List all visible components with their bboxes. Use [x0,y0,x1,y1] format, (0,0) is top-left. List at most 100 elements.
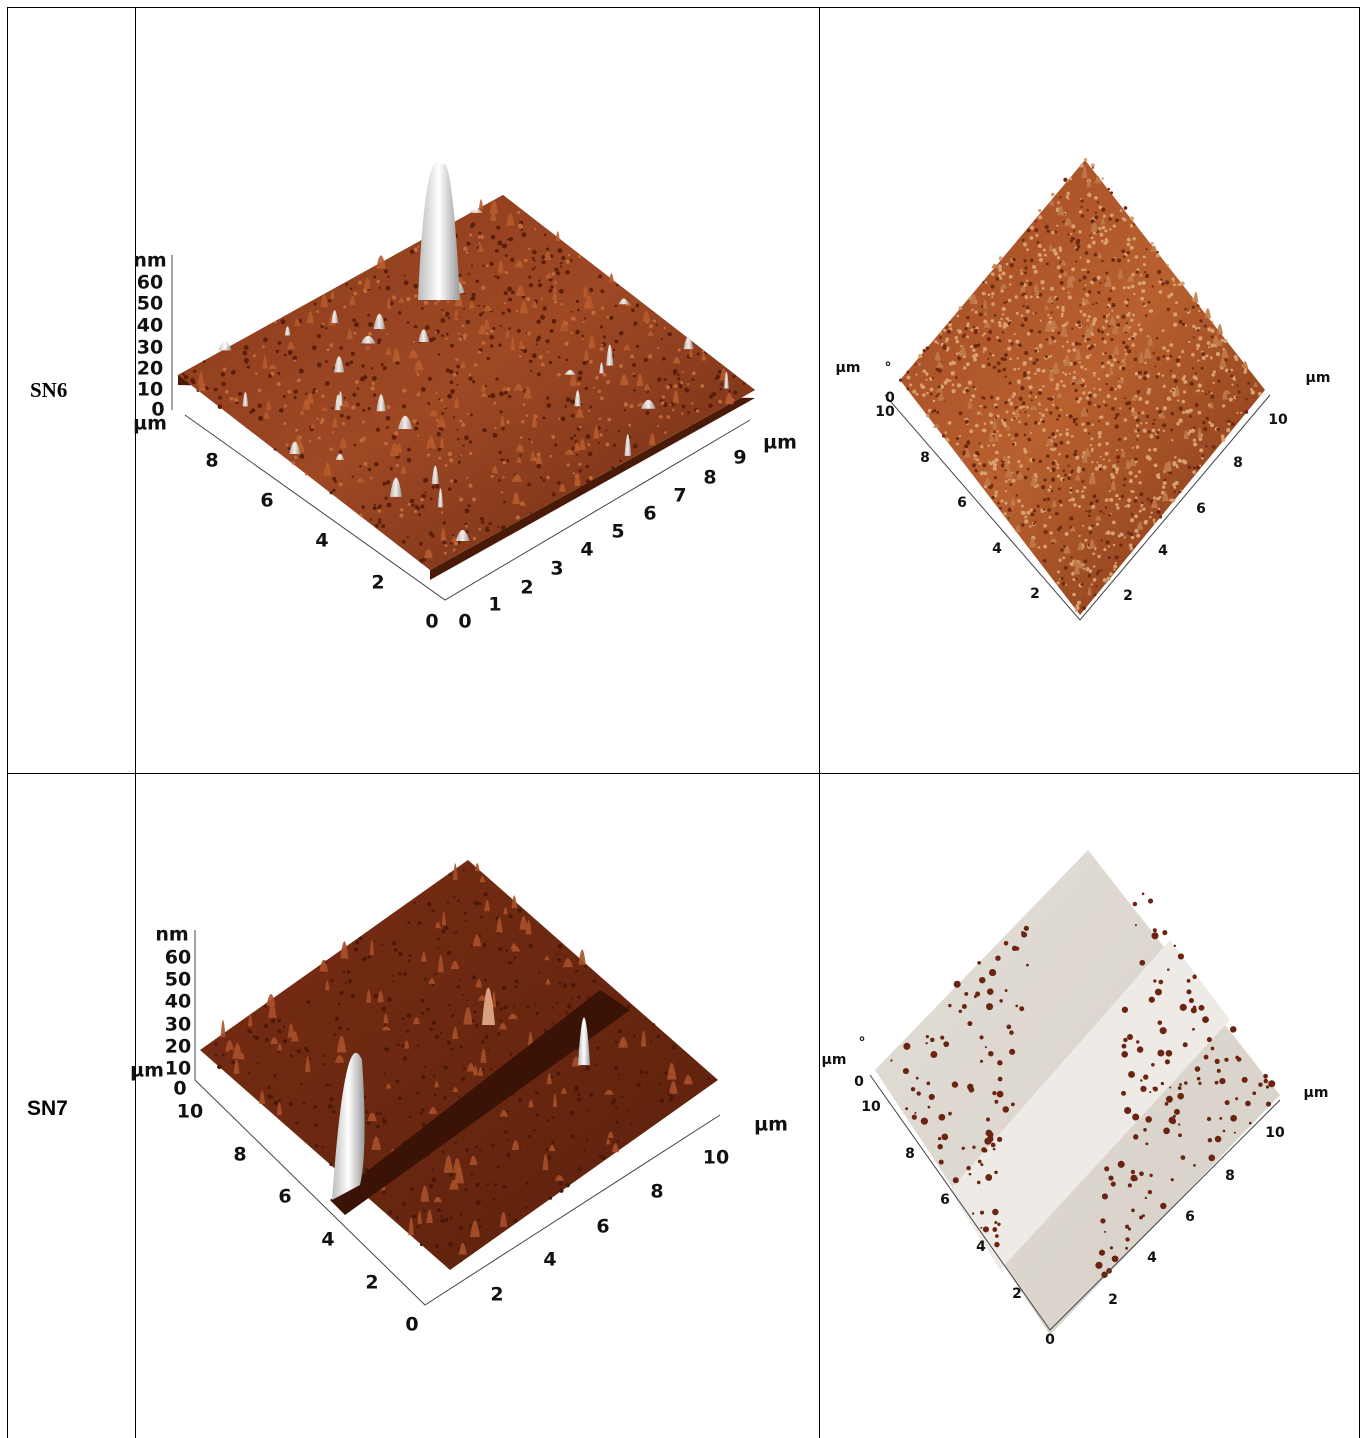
surface-grain [1122,1044,1127,1049]
surface-grain [558,418,560,420]
surface-grain [1130,518,1134,522]
surface-grain [1075,578,1077,580]
surface-grain [288,447,291,450]
surface-grain [1144,520,1148,524]
surface-grain [1140,274,1142,276]
surface-grain [294,389,298,393]
surface-grain [1128,1227,1131,1230]
surface-peak [511,895,517,908]
surface-grain [971,394,975,398]
surface-grain [274,1101,279,1106]
surface-grain [1234,1132,1236,1134]
surface-grain [989,353,991,355]
surface-grain [354,292,358,296]
surface-grain [1004,375,1006,377]
surface-grain [1124,206,1128,210]
surface-grain [1098,464,1102,468]
surface-grain [1075,342,1079,346]
surface-grain [987,358,989,360]
surface-grain [1018,421,1021,424]
surface-grain [1123,484,1126,487]
surface-grain [472,497,476,501]
surface-grain [1153,519,1156,522]
surface-grain [346,416,350,420]
surface-grain [374,462,378,466]
surface-grain [464,435,469,440]
surface-grain [1139,328,1143,332]
surface-grain [427,402,430,405]
surface-grain [577,309,579,311]
surface-grain [384,442,388,446]
surface-peak [221,1020,226,1037]
surface-grain [1092,241,1096,245]
surface-grain [1138,412,1140,414]
surface-grain [672,409,675,412]
axis-label: 8 [233,1144,246,1166]
surface-grain [565,1183,570,1188]
surface-grain [1012,392,1016,396]
surface-grain [560,262,563,265]
surface-grain [626,1109,628,1111]
surface-grain [521,420,525,424]
surface-grain [1134,475,1137,478]
surface-grain [972,1212,974,1214]
surface-grain [474,363,477,366]
surface-grain [1115,219,1119,223]
surface-grain [949,321,951,323]
surface-grain [952,1081,958,1087]
surface-grain [265,1038,269,1042]
surface-grain [1081,214,1084,217]
surface-grain [1097,555,1100,558]
surface-grain [283,1026,285,1028]
surface-grain [1139,1171,1144,1176]
surface-grain [504,1006,507,1009]
surface-grain [1036,368,1040,372]
surface-grain [1146,415,1149,418]
surface-grain [462,869,464,871]
surface-grain [247,365,250,368]
surface-grain [1096,573,1099,576]
surface-grain [570,1111,575,1116]
surface-grain [515,979,519,983]
surface-grain [1075,260,1077,262]
surface-grain [420,498,424,502]
surface-grain [278,1029,282,1033]
surface-grain [1160,1027,1167,1034]
surface-grain [1115,388,1117,390]
surface-grain [1010,263,1014,267]
surface-grain [1193,438,1196,441]
surface-grain [352,318,356,322]
surface-grain [325,360,328,363]
surface-grain [969,1087,975,1093]
surface-grain [1163,406,1167,410]
surface-grain [1005,490,1007,492]
surface-grain [1240,412,1242,414]
surface-grain [1140,422,1142,424]
surface-grain [1204,325,1207,328]
surface-grain [1182,323,1185,326]
surface-grain [360,377,365,382]
surface-grain [332,1105,334,1107]
surface-grain [409,954,412,957]
surface-grain [492,1198,495,1201]
surface-grain [1082,391,1085,394]
surface-grain [1157,1050,1164,1057]
surface-grain [578,463,581,466]
surface-grain [1169,498,1172,501]
surface-grain [1008,508,1012,512]
surface-grain [525,1206,528,1209]
surface-grain [1103,512,1105,514]
surface-grain [1105,442,1108,445]
surface-grain [1009,1030,1014,1035]
surface-grain [532,250,536,254]
surface-grain [274,321,277,324]
surface-grain [1002,307,1006,311]
surface-grain [981,1147,986,1152]
surface-grain [1030,432,1032,434]
surface-grain [579,469,582,472]
surface-grain [1130,532,1133,535]
surface-grain [1075,397,1078,400]
surface-grain [1157,270,1161,274]
axis-label: 0 [458,611,471,633]
surface-grain [487,357,490,360]
